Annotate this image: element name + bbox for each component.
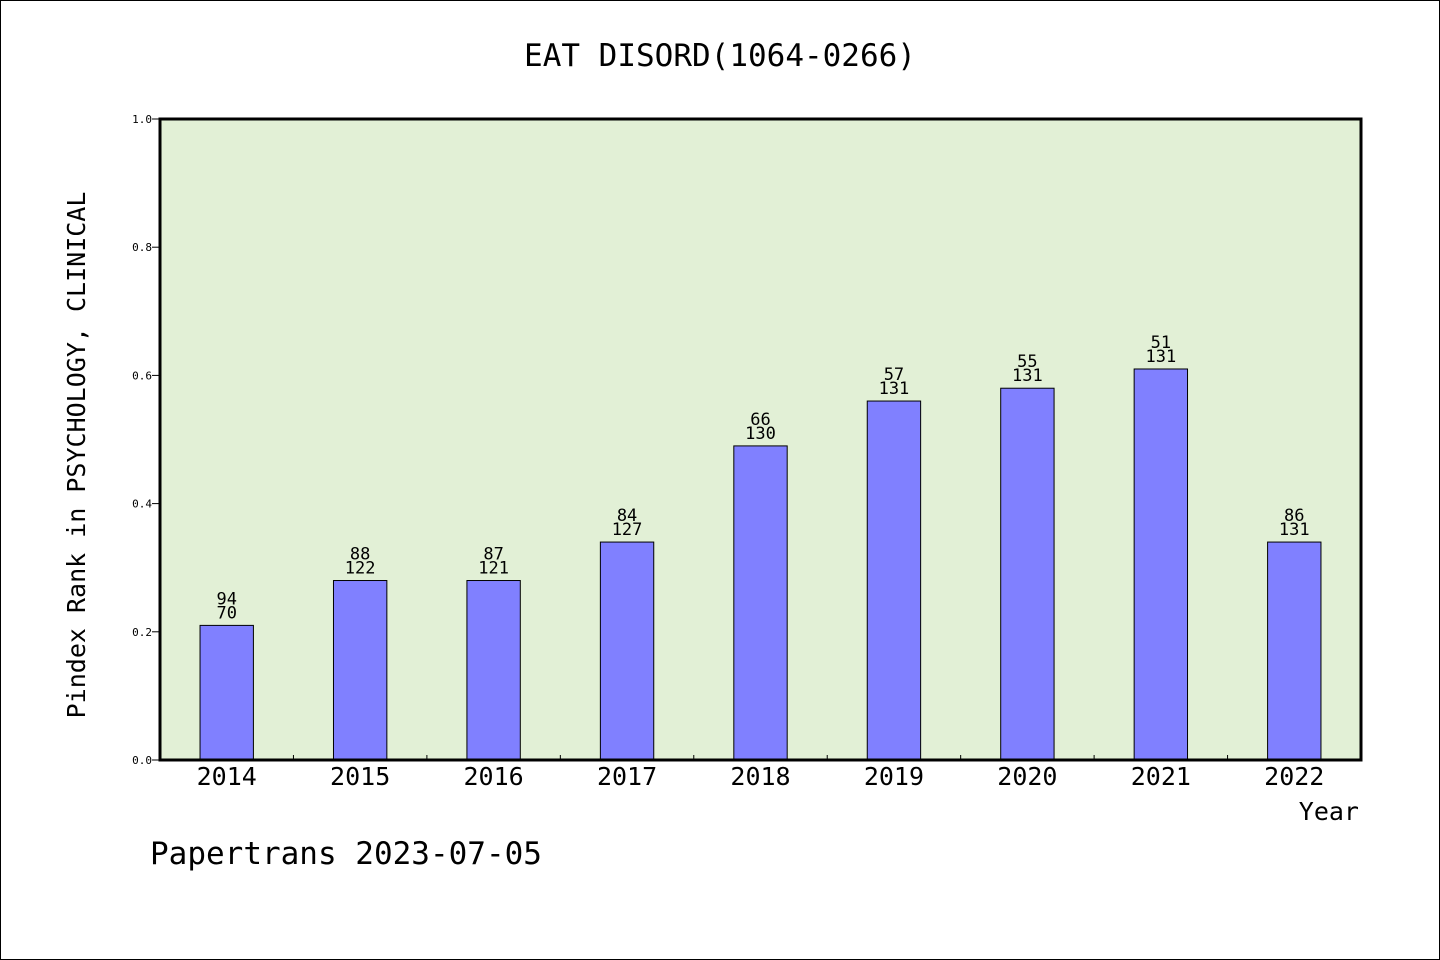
bar-2022 — [1267, 541, 1322, 761]
bar-2018 — [733, 445, 788, 761]
bar-label-top: 94 — [216, 589, 236, 609]
x-tick-label: 2017 — [597, 762, 657, 791]
y-tick-label: 1.0 — [132, 113, 152, 126]
bar-2021 — [1133, 368, 1189, 761]
y-tick-label: 0.2 — [132, 626, 152, 639]
chart-title: EAT DISORD(1064-0266) — [524, 38, 916, 74]
x-tick-label: 2022 — [1264, 762, 1324, 791]
bar-label-bottom: 131 — [1279, 520, 1310, 540]
y-tick-label: 0.8 — [132, 241, 152, 254]
x-axis-ticks: 2014 2015 2016 2017 2018 2019 2020 2021 2022 — [197, 755, 1324, 791]
bar-2016 — [466, 580, 521, 761]
bar-label-top: 57 — [884, 365, 904, 385]
bar-label-bottom: 131 — [1145, 347, 1176, 367]
bar-2015 — [332, 580, 388, 761]
y-tick-label: 0.6 — [132, 369, 152, 382]
y-axis-ticks: 0.0 0.2 0.4 0.6 0.8 1.0 — [132, 113, 160, 767]
bars: 9470881228712184127661305713155131511318… — [199, 333, 1322, 761]
bar-label-top: 86 — [1284, 506, 1304, 526]
bar-label-top: 55 — [1017, 352, 1037, 372]
bar-label-bottom: 122 — [345, 559, 376, 579]
bar-2020 — [1000, 387, 1055, 761]
bar-2017 — [599, 541, 655, 761]
x-tick-label: 2015 — [330, 762, 390, 791]
bar-label-bottom: 127 — [612, 520, 643, 540]
x-tick-label: 2020 — [997, 762, 1057, 791]
x-axis-label: Year — [1299, 797, 1359, 826]
x-tick-label: 2014 — [197, 762, 257, 791]
x-tick-label: 2019 — [864, 762, 924, 791]
bar-2019 — [866, 400, 922, 761]
y-axis-label: Pindex Rank in PSYCHOLOGY, CLINICAL — [62, 192, 91, 719]
y-tick-label: 0.0 — [132, 754, 152, 767]
x-tick-label: 2016 — [464, 762, 524, 791]
bar-label-top: 87 — [483, 545, 503, 565]
x-tick-label: 2021 — [1131, 762, 1191, 791]
bar-label-top: 84 — [617, 506, 637, 526]
bar-label-top: 66 — [750, 410, 770, 430]
x-tick-label: 2018 — [730, 762, 790, 791]
footer-text: Papertrans 2023-07-05 — [150, 836, 542, 872]
bar-label-bottom: 121 — [478, 559, 509, 579]
plot-border — [158, 117, 1363, 762]
bar-label-bottom: 70 — [216, 603, 236, 623]
bar-label-bottom: 131 — [879, 379, 910, 399]
bar-label-bottom: 130 — [745, 424, 776, 444]
bar-2014 — [199, 624, 254, 761]
bar-label-top: 51 — [1151, 333, 1171, 353]
bar-label-bottom: 131 — [1012, 366, 1043, 386]
y-tick-label: 0.4 — [132, 498, 152, 511]
bar-label-top: 88 — [350, 545, 370, 565]
